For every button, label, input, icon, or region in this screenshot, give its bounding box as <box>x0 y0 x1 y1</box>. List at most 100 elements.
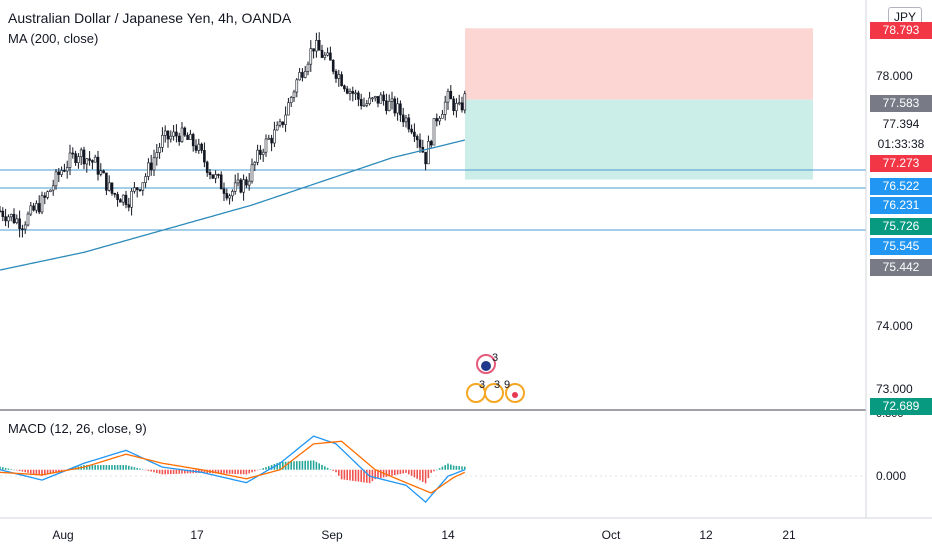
event-badge-3[interactable] <box>505 383 525 403</box>
histogram-bar <box>321 464 323 470</box>
histogram-bar <box>18 469 21 471</box>
histogram-bar <box>455 465 458 470</box>
candle-body <box>275 124 279 131</box>
histogram-bar <box>450 464 452 470</box>
histogram-bar <box>7 468 10 470</box>
histogram-bar <box>293 461 295 470</box>
candle-body <box>79 149 83 157</box>
histogram-bar <box>228 469 231 474</box>
candle-body <box>127 204 131 208</box>
candle-body <box>32 205 35 211</box>
candle-body <box>415 136 419 141</box>
price-tick-78: 78.000 <box>876 69 913 83</box>
histogram-bar <box>4 467 7 470</box>
histogram-bar <box>391 469 393 476</box>
ma-legend[interactable]: MA (200, close) <box>8 31 99 46</box>
price-label-76-231: 76.231 <box>870 197 932 214</box>
histogram-bar <box>0 466 1 470</box>
candle-body <box>390 98 394 102</box>
histogram-bar <box>220 469 222 474</box>
histogram-bar <box>413 469 416 478</box>
histogram-bar <box>464 466 466 470</box>
candle-body <box>457 102 461 105</box>
candle-body <box>141 182 145 191</box>
candle-body <box>359 98 363 107</box>
histogram-bar <box>200 469 203 473</box>
histogram-bar <box>265 467 267 470</box>
price-label-01-33-38: 01:33:38 <box>877 137 925 151</box>
candle-body <box>387 100 391 111</box>
histogram-bar <box>122 465 124 470</box>
histogram-bar <box>335 469 337 473</box>
candle-body <box>35 203 38 211</box>
take-profit-zone[interactable] <box>465 99 813 180</box>
histogram-bar <box>234 469 236 475</box>
candle-body <box>242 179 245 193</box>
histogram-bar <box>240 469 242 475</box>
price-label-72-689: 72.689 <box>870 398 932 415</box>
histogram-bar <box>119 465 122 470</box>
candle-body <box>49 189 52 192</box>
candle-body <box>68 152 72 168</box>
candle-body <box>12 213 16 224</box>
histogram-bar <box>385 469 388 477</box>
candle-body <box>133 187 136 192</box>
histogram-bar <box>307 460 309 470</box>
candle-body <box>396 103 399 114</box>
histogram-bar <box>287 461 290 470</box>
candle-body <box>233 182 237 192</box>
histogram-bar <box>105 465 108 470</box>
candle-body <box>180 127 184 142</box>
price-label-76-522: 76.522 <box>870 178 932 195</box>
candle-body <box>315 40 318 52</box>
histogram-bar <box>371 469 374 482</box>
histogram-bar <box>399 469 402 474</box>
candle-body <box>393 98 397 114</box>
histogram-bar <box>178 469 180 474</box>
event-badge-2[interactable] <box>484 383 504 403</box>
candle-body <box>373 96 377 99</box>
histogram-bar <box>310 460 312 470</box>
candle-body <box>348 90 352 94</box>
candle-body <box>113 193 117 195</box>
histogram-bar <box>430 469 432 473</box>
candle-body <box>152 157 156 171</box>
candle-body <box>362 104 366 107</box>
price-tick-74: 74.000 <box>876 319 913 333</box>
candle-body <box>306 63 310 72</box>
candle-body <box>385 100 388 111</box>
candle-body <box>231 191 234 197</box>
candle-body <box>155 152 159 159</box>
histogram-bar <box>102 465 105 470</box>
candle-body <box>15 218 19 224</box>
stop-loss-zone[interactable] <box>465 28 813 100</box>
candle-body <box>4 216 7 222</box>
candle-body <box>273 129 276 144</box>
histogram-bar <box>97 465 99 470</box>
candle-body <box>446 90 450 103</box>
candle-body <box>85 158 89 165</box>
candle-body <box>298 72 301 81</box>
candle-body <box>401 114 405 123</box>
candle-body <box>236 179 240 184</box>
histogram-bar <box>242 469 245 475</box>
histogram-bar <box>438 468 441 470</box>
candle-body <box>166 130 170 140</box>
candle-body <box>60 170 63 175</box>
symbol-title[interactable]: Australian Dollar / Japanese Yen, 4h, OA… <box>8 10 292 26</box>
histogram-bar <box>156 469 158 473</box>
candle-body <box>413 131 416 137</box>
histogram-bar <box>214 469 217 474</box>
event-badges[interactable]: 3 3 3 9 <box>466 352 525 403</box>
candle-body <box>404 117 408 123</box>
candle-body <box>441 114 444 119</box>
candle-body <box>435 118 439 122</box>
candle-body <box>292 91 296 98</box>
macd-legend[interactable]: MACD (12, 26, close, 9) <box>8 421 147 436</box>
histogram-bar <box>88 465 91 470</box>
histogram-bar <box>357 469 360 482</box>
histogram-bar <box>158 469 161 474</box>
horizontal-lines[interactable] <box>0 169 866 231</box>
candle-body <box>424 151 427 165</box>
